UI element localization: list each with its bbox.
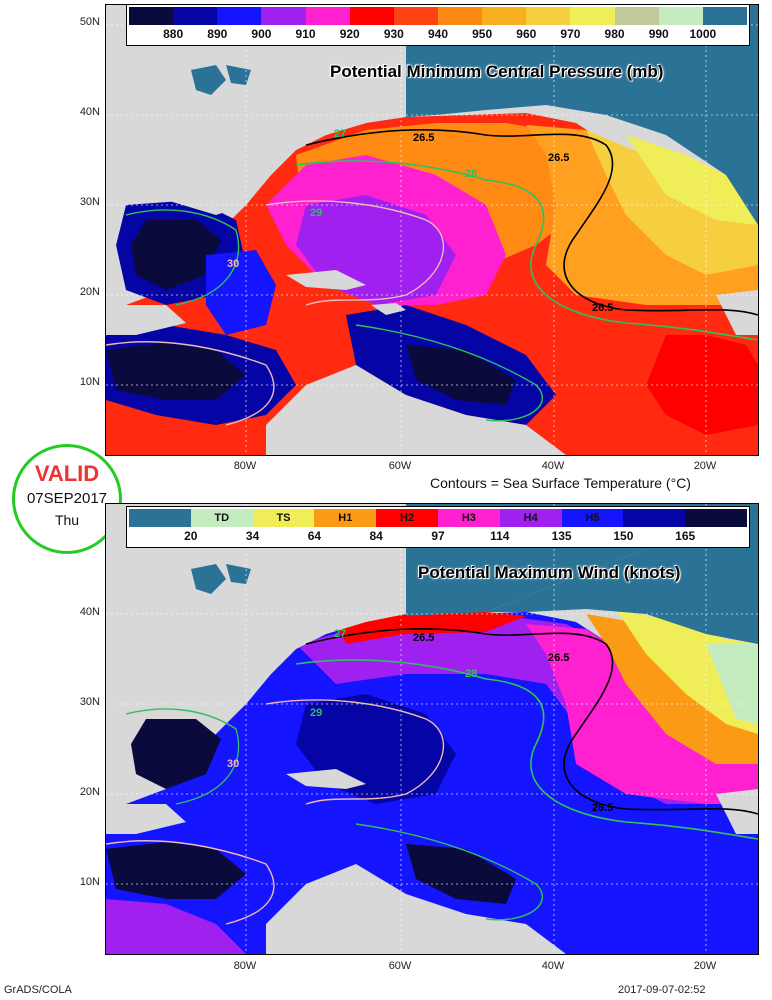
lat-label: 20N: [79, 286, 100, 298]
sst-contour-label: 26.5: [413, 132, 435, 144]
wind-legend-ticks: 20 34 64 84 97 114 135 150 165: [127, 527, 749, 545]
lon-label: 80W: [233, 960, 257, 972]
valid-weekday: Thu: [54, 512, 80, 528]
sst-contour-label: 28: [465, 668, 478, 680]
legend-tick-label: 20: [184, 529, 198, 543]
legend-swatch: TD: [190, 509, 253, 527]
wind-legend: TD TS H1 H2 H3 H4 H5 20 34 64 84 97 114 135 150 165: [126, 506, 750, 548]
sst-contour-label: 26.5: [548, 652, 570, 664]
legend-tick-label: 990: [648, 27, 669, 41]
legend-tick-label: 135: [551, 529, 572, 543]
legend-tick-label: 910: [295, 27, 316, 41]
legend-tick-label: 930: [383, 27, 404, 41]
footer-credit: GrADS/COLA: [4, 984, 72, 996]
legend-swatch: H3: [437, 509, 500, 527]
legend-swatch: [305, 7, 350, 25]
valid-date: 07SEP2017: [26, 490, 108, 507]
pressure-legend-ticks: 880 890 900 910 920 930 940 950 960 970 980 990 1000: [127, 25, 749, 43]
valid-label: VALID: [34, 461, 100, 486]
legend-swatch: [526, 7, 571, 25]
legend-tick-label: 890: [207, 27, 228, 41]
legend-tick-label: 980: [604, 27, 625, 41]
wind-map-svg: [106, 504, 758, 954]
sst-contour-label: 27: [334, 128, 347, 140]
lon-label: 40W: [541, 960, 565, 972]
sst-contour-label: 26.5: [592, 302, 614, 314]
valid-date-badge: VALID 07SEP2017 Thu: [12, 444, 122, 554]
wind-panel-title: Potential Maximum Wind (knots): [418, 563, 681, 582]
legend-tick-label: 920: [339, 27, 360, 41]
legend-swatch: [261, 7, 306, 25]
wind-legend-swatches: TD TS H1 H2 H3 H4 H5: [129, 509, 747, 527]
legend-swatch: [129, 7, 174, 25]
legend-swatch: [614, 7, 659, 25]
legend-tick-label: 970: [560, 27, 581, 41]
wind-map-panel: [105, 503, 759, 955]
legend-tick-label: 150: [613, 529, 634, 543]
legend-swatch: [702, 7, 747, 25]
legend-swatch: [623, 509, 686, 527]
lon-label: 40W: [541, 460, 565, 472]
legend-swatch: [685, 509, 747, 527]
sst-contour-label: 26.5: [548, 152, 570, 164]
lon-label: 20W: [693, 960, 717, 972]
lat-label: 30N: [79, 196, 100, 208]
lat-label: 10N: [79, 876, 100, 888]
pressure-legend-swatches: [129, 7, 747, 25]
lon-label: 60W: [388, 960, 412, 972]
footer-timestamp: 2017-09-07-02:52: [618, 984, 706, 996]
sst-contour-label: 29: [310, 207, 323, 219]
legend-swatch: H2: [376, 509, 438, 527]
legend-tick-label: 940: [427, 27, 449, 41]
lat-label: 40N: [79, 106, 100, 118]
pressure-panel-title: Potential Minimum Central Pressure (mb): [330, 62, 664, 81]
legend-tick-label: 960: [516, 27, 537, 41]
lat-label: 50N: [79, 16, 100, 28]
legend-swatch: [437, 7, 483, 25]
legend-swatch: [129, 509, 191, 527]
sst-contour-label: 30: [227, 258, 240, 270]
legend-swatch: [217, 7, 262, 25]
pressure-map-panel: [105, 4, 759, 456]
legend-swatch: [570, 7, 615, 25]
legend-tick-label: 880: [163, 27, 184, 41]
sst-contour-label: 29: [310, 707, 323, 719]
legend-tick-label: 34: [245, 529, 260, 543]
sst-contour-label: 30: [227, 758, 240, 770]
lon-label: 20W: [693, 460, 717, 472]
legend-tick-label: 165: [675, 529, 696, 543]
legend-swatch: [658, 7, 703, 25]
legend-swatch: [349, 7, 394, 25]
legend-swatch: [173, 7, 218, 25]
legend-tick-label: 900: [251, 27, 272, 41]
sst-contour-label: 27: [334, 628, 347, 640]
sst-contour-label: 26.5: [592, 802, 614, 814]
legend-swatch: [393, 7, 438, 25]
legend-tick-label: 64: [307, 529, 322, 543]
legend-tick-label: 84: [369, 529, 383, 543]
lat-label: 10N: [79, 376, 100, 388]
legend-swatch: H5: [561, 509, 624, 527]
lon-label: 60W: [388, 460, 412, 472]
sst-contour-label: 28: [465, 168, 478, 180]
legend-swatch: H1: [314, 509, 377, 527]
lon-label: 80W: [233, 460, 257, 472]
legend-swatch: TS: [252, 509, 315, 527]
pressure-map-svg: [106, 5, 758, 455]
lat-label: 40N: [79, 606, 100, 618]
legend-tick-label: 114: [490, 529, 510, 543]
legend-swatch: [482, 7, 527, 25]
sst-contour-label: 26.5: [413, 632, 435, 644]
pressure-legend: 880 890 900 910 920 930 940 950 960 970 980 990 1000: [126, 4, 750, 46]
legend-swatch: H4: [499, 509, 562, 527]
lat-label: 30N: [79, 696, 100, 708]
lat-label: 20N: [79, 786, 100, 798]
sst-caption: Contours = Sea Surface Temperature (°C): [430, 475, 691, 491]
legend-tick-label: 1000: [689, 27, 717, 41]
legend-tick-label: 950: [472, 27, 493, 41]
legend-tick-label: 97: [431, 529, 445, 543]
